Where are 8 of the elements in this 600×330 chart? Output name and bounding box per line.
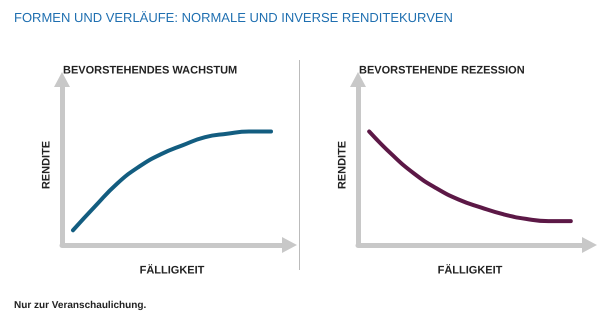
text: Nur zur Veranschaulichung. bbox=[14, 300, 146, 311]
chart-title: BEVORSTEHENDE REZESSION bbox=[359, 64, 525, 76]
y-axis-title: RENDITE bbox=[336, 140, 348, 190]
x-axis-title: FÄLLIGKEIT bbox=[140, 264, 205, 276]
chart-title: FORMEN UND VERLÄUFE: NORMALE UND INVERSE RENDITEKURVEN bbox=[14, 10, 453, 25]
y-axis-title: RENDITE bbox=[40, 140, 52, 190]
x-axis-title: FÄLLIGKEIT bbox=[438, 264, 503, 276]
chart-subtitle: BEVORSTEHENDES WACHSTUM bbox=[63, 64, 238, 76]
